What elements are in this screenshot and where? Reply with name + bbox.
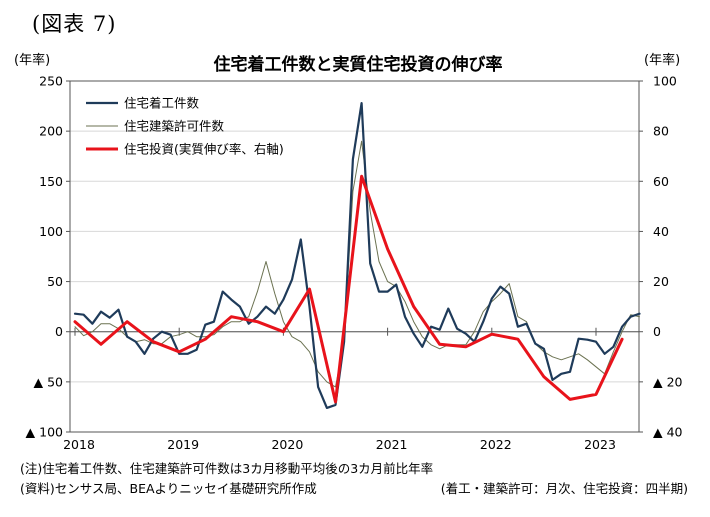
right-axis-tick-label: 80	[653, 124, 669, 139]
left-axis-tick-label: 100	[39, 224, 63, 239]
left-axis-tick-label: 150	[39, 174, 63, 189]
figure-label: (図表 7)	[32, 12, 117, 36]
left-axis-tick-label: 50	[47, 274, 63, 289]
x-axis-tick-label: 2023	[584, 437, 616, 452]
series-lines	[73, 101, 641, 409]
left-axis-tick-label: 0	[55, 324, 63, 339]
frequency-note: (着工・建築許可：月次、住宅投資：四半期)	[440, 481, 688, 496]
right-axis-unit: (年率)	[644, 52, 680, 68]
x-axis-tick-label: 2019	[167, 437, 199, 452]
source-note: (資料)センサス局、BEAよりニッセイ基礎研究所作成	[20, 481, 317, 496]
plot-area	[69, 80, 640, 433]
left-axis-tick-label: ▲ 100	[26, 425, 63, 440]
series-line	[73, 174, 624, 404]
right-axis-tick-label: 0	[653, 324, 661, 339]
right-axis-tick-label: ▲ 20	[653, 374, 683, 389]
legend-label: 住宅着工件数	[124, 96, 200, 111]
chart-title: 住宅着工件数と実質住宅投資の伸び率	[214, 54, 503, 75]
gridlines	[70, 130, 639, 383]
series-line	[73, 101, 641, 409]
right-axis-tick-label: 60	[653, 174, 669, 189]
x-axis-tick-label: 2022	[480, 437, 512, 452]
legend-label: 住宅投資(実質伸び率、右軸)	[124, 142, 284, 157]
footnote: (注)住宅着工件数、住宅建築許可件数は3カ月移動平均後の3カ月前比年率	[20, 461, 434, 476]
x-axis-tick-label: 2021	[376, 437, 408, 452]
legend-label: 住宅建築許可件数	[124, 119, 225, 134]
left-axis-tick-label: ▲ 50	[34, 374, 64, 389]
series-line	[74, 140, 640, 388]
right-axis-tick-label: 20	[653, 274, 669, 289]
x-axis-tick-label: 2020	[271, 437, 303, 452]
left-axis-tick-label: 250	[39, 74, 63, 89]
right-axis-tick-label: 40	[653, 224, 669, 239]
right-axis-tick-label: ▲ 40	[653, 425, 683, 440]
x-axis-tick-label: 2018	[63, 437, 95, 452]
right-axis-tick-label: 100	[653, 74, 677, 89]
left-axis-tick-label: 200	[39, 124, 63, 139]
left-axis-unit: (年率)	[14, 52, 50, 68]
